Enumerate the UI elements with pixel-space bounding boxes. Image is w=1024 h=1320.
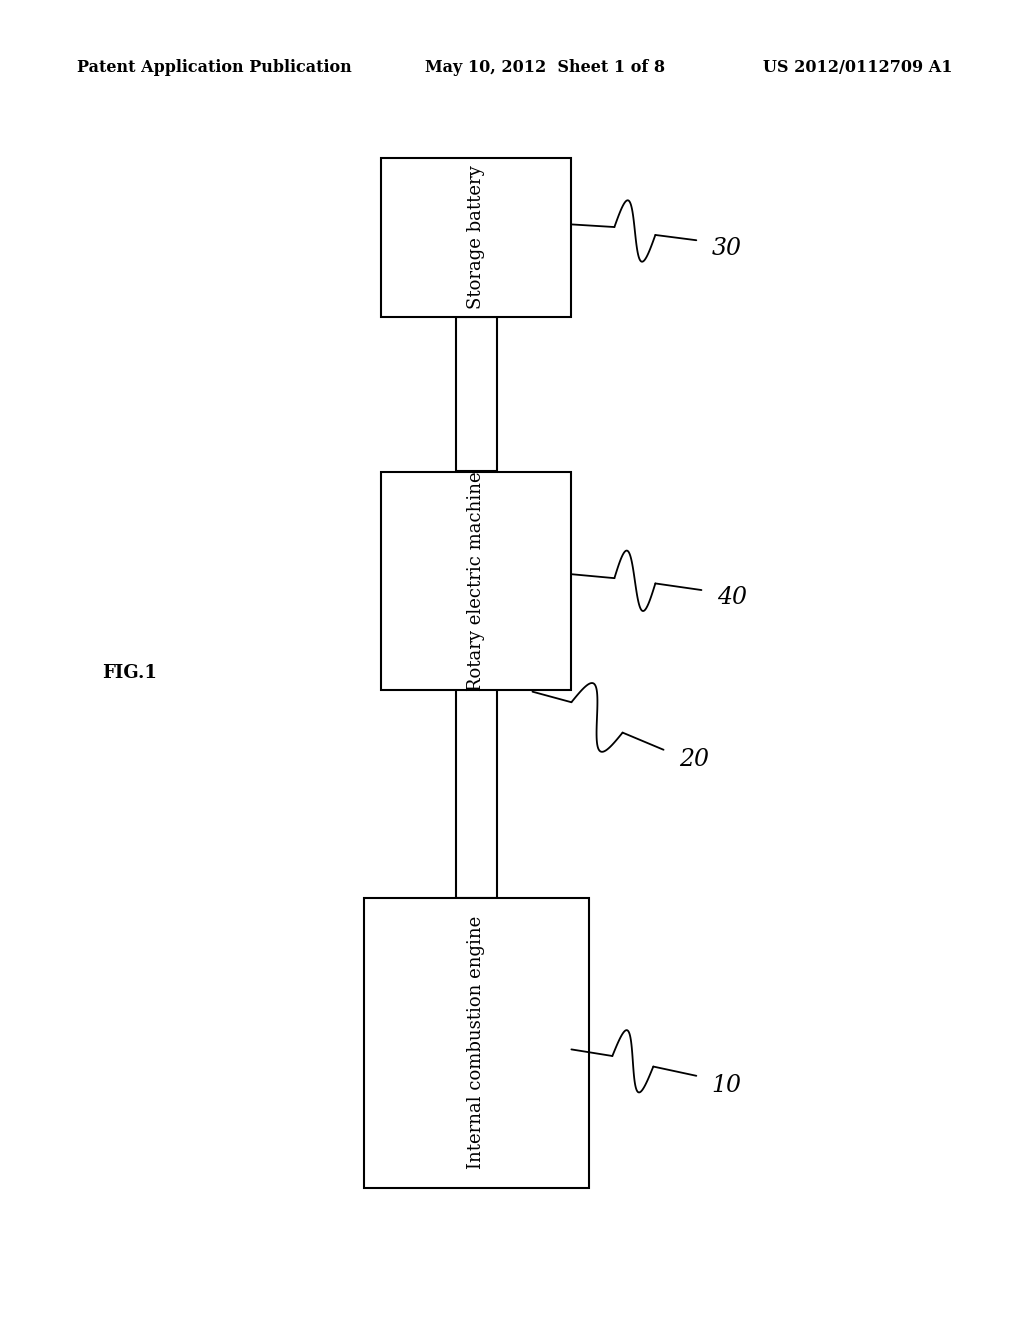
Text: May 10, 2012  Sheet 1 of 8: May 10, 2012 Sheet 1 of 8 [425, 59, 665, 77]
Bar [364, 898, 589, 1188]
Bar [456, 689, 497, 898]
Text: 30: 30 [712, 236, 741, 260]
Text: 40: 40 [717, 586, 746, 610]
Bar [382, 471, 571, 689]
Text: 20: 20 [679, 747, 709, 771]
Text: 10: 10 [712, 1073, 741, 1097]
Text: Patent Application Publication: Patent Application Publication [77, 59, 351, 77]
Text: Storage battery: Storage battery [467, 166, 485, 309]
Text: FIG.1: FIG.1 [102, 664, 158, 682]
Text: Internal combustion engine: Internal combustion engine [467, 916, 485, 1170]
Bar [456, 317, 497, 471]
Text: US 2012/0112709 A1: US 2012/0112709 A1 [763, 59, 952, 77]
Bar [382, 158, 571, 317]
Text: Rotary electric machine: Rotary electric machine [467, 471, 485, 690]
